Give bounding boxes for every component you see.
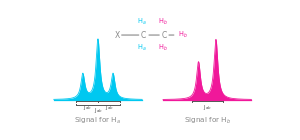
- Text: H$_a$: H$_a$: [137, 17, 147, 27]
- Text: J$_{ab}$: J$_{ab}$: [105, 103, 113, 112]
- Text: X: X: [114, 31, 120, 39]
- Text: H$_a$: H$_a$: [137, 43, 147, 53]
- Text: J$_{ab}$: J$_{ab}$: [203, 103, 212, 112]
- Text: H$_b$: H$_b$: [158, 17, 168, 27]
- Text: C: C: [141, 31, 146, 39]
- Text: H$_b$: H$_b$: [178, 30, 188, 40]
- Text: H$_b$: H$_b$: [158, 43, 168, 53]
- Text: J$_{ab}$: J$_{ab}$: [82, 103, 91, 112]
- Text: Signal for H$_b$: Signal for H$_b$: [184, 116, 231, 126]
- Text: J$_{ab}$: J$_{ab}$: [94, 106, 102, 115]
- Text: Signal for H$_a$: Signal for H$_a$: [74, 116, 122, 126]
- Text: C: C: [161, 31, 167, 39]
